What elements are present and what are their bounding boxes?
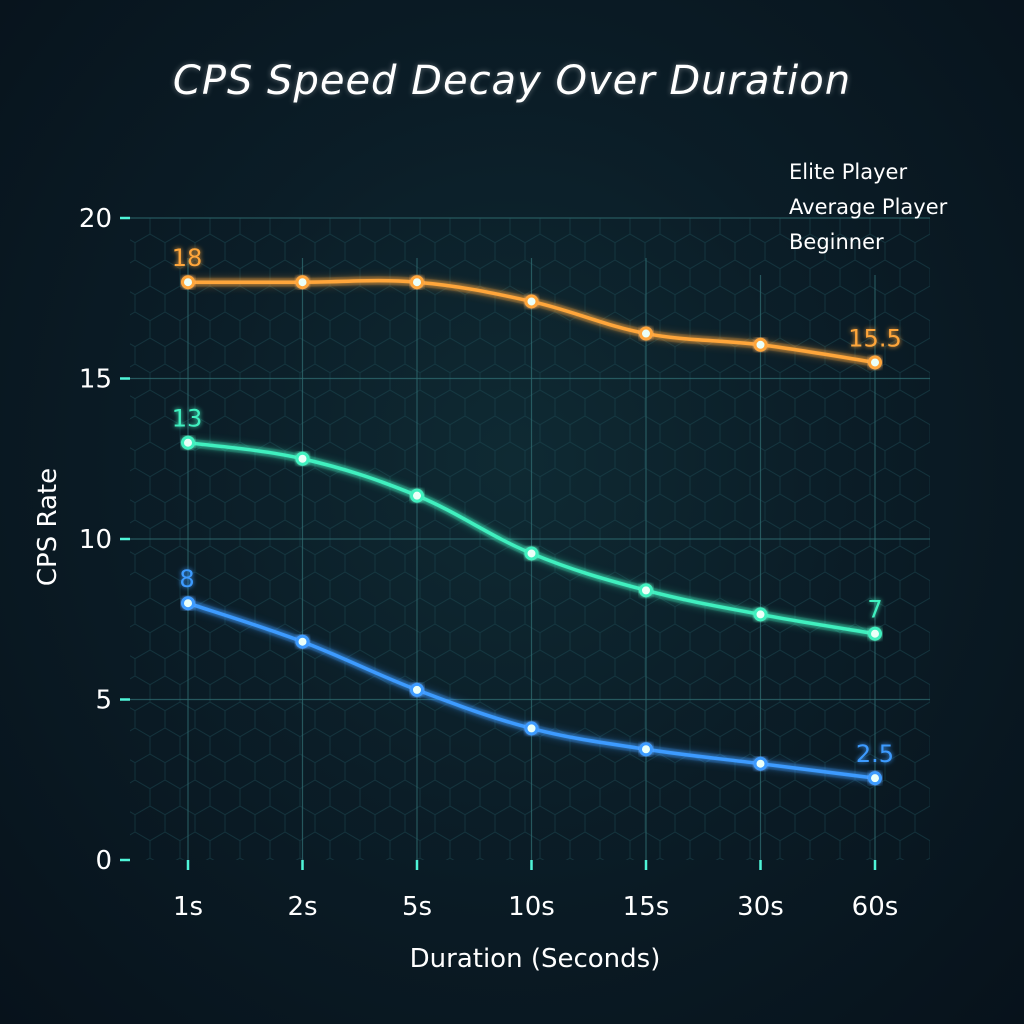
chart-title: CPS Speed Decay Over Duration <box>172 58 852 104</box>
x-tick-label: 2s <box>287 892 317 922</box>
data-point <box>295 275 310 290</box>
y-tick-label: 0 <box>95 846 112 876</box>
legend-label: Elite Player <box>789 160 907 184</box>
data-point <box>181 435 195 450</box>
data-point <box>753 607 768 622</box>
data-point <box>410 275 424 290</box>
data-label: 2.5 <box>856 740 894 768</box>
y-tick-label: 15 <box>79 365 112 395</box>
data-point <box>753 756 768 771</box>
legend: Elite Player Average Player Beginner <box>718 160 948 254</box>
series-elite-player <box>181 275 882 370</box>
legend-item: Beginner <box>718 230 884 254</box>
data-point <box>410 488 424 503</box>
data-point <box>295 451 310 466</box>
data-point <box>753 337 768 352</box>
x-tick-label: 30s <box>737 892 784 922</box>
x-tick-label: 5s <box>402 892 432 922</box>
data-point <box>181 596 195 611</box>
data-point <box>639 326 653 341</box>
y-axis-title: CPS Rate <box>33 468 63 586</box>
x-tick-label: 10s <box>508 892 555 922</box>
data-point <box>524 294 539 309</box>
data-point <box>181 275 195 290</box>
legend-label: Average Player <box>789 195 948 219</box>
data-point <box>868 771 882 786</box>
legend-label: Beginner <box>789 230 884 254</box>
y-tick-label: 10 <box>79 525 112 555</box>
data-labels: 18 15.5 13 7 8 2.5 <box>172 244 902 768</box>
data-point <box>639 583 653 598</box>
legend-item: Average Player <box>718 195 948 219</box>
data-point <box>639 742 653 757</box>
data-point <box>524 546 539 561</box>
series-beginner <box>181 596 882 786</box>
data-label: 8 <box>179 565 194 593</box>
data-point <box>410 682 424 697</box>
data-point <box>524 721 539 736</box>
series-average-player <box>181 435 882 641</box>
data-point <box>868 355 882 370</box>
data-label: 15.5 <box>848 324 901 352</box>
data-label: 18 <box>172 244 203 272</box>
x-tick-label: 15s <box>623 892 670 922</box>
y-tick-label: 20 <box>79 204 112 234</box>
legend-item: Elite Player <box>718 160 907 184</box>
data-point <box>295 634 310 649</box>
data-point <box>868 626 882 641</box>
y-tick-label: 5 <box>95 686 112 716</box>
x-tick-label: 1s <box>173 892 203 922</box>
x-tick-label: 60s <box>852 892 899 922</box>
data-label: 13 <box>172 405 203 433</box>
tick-labels: 0 5 10 15 20 1s 2s 5s 10s 15s 30s 60s <box>79 204 898 922</box>
data-label: 7 <box>867 596 882 624</box>
series <box>181 275 882 786</box>
x-axis-title: Duration (Seconds) <box>410 944 661 974</box>
